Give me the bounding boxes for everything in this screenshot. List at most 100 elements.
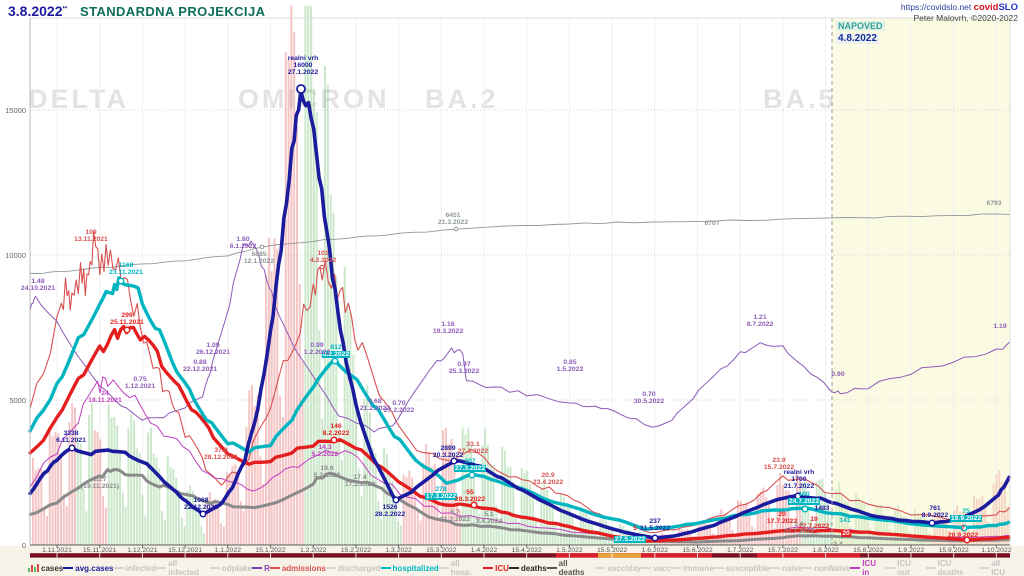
cases-bar [270,271,273,545]
cases-bar [200,526,203,545]
point-marker [468,471,476,479]
cases-bar [759,491,762,545]
cases-bar [711,533,714,545]
cases-bar [43,508,46,545]
cases-bar [45,515,48,545]
cases-bar [939,511,942,545]
legend-item-immune[interactable]: immune [671,564,714,573]
legend-item-naive[interactable]: naive [769,564,802,573]
cases-bar [798,476,801,545]
cases-bar [366,385,369,545]
legend-item-admissions[interactable]: admissions [269,564,326,573]
cases-bar [110,417,113,545]
legend-item-avg-cases[interactable]: avg.cases [63,564,114,573]
cases-bar [748,509,751,545]
cases-bar [433,463,436,545]
cases-bar [90,403,93,545]
cases-bar [397,521,400,545]
cases-bar [31,457,34,545]
watermark-delta: DELTA [28,84,129,114]
series-deaths [28,468,1011,544]
legend-item-vacc[interactable]: vacc [641,564,671,573]
cases-bar [133,420,136,545]
cases-bar [113,417,116,545]
point-marker [330,436,338,444]
cases-bar [343,267,346,545]
legend-swatch [595,567,606,569]
cases-bar [1003,481,1006,545]
legend-item-discharged[interactable]: discharged [325,564,381,573]
point-marker [794,492,802,500]
legend-item-infected[interactable]: infected [113,564,156,573]
cases-bar [354,408,357,545]
cases-bar [324,65,327,545]
cases-bar [192,491,195,545]
point-marker [392,496,400,504]
legend-swatch [63,567,74,569]
cases-bar [509,466,512,545]
legend-label: ICU deaths [937,559,964,576]
cases-bar [217,501,220,545]
cases-bar [484,428,487,545]
cases-bar [405,476,408,545]
cases-bar [394,496,397,545]
legend-item-all-deaths[interactable]: all deaths [546,559,596,576]
cases-bar [517,521,520,545]
cases-bar [340,459,343,545]
legend-item-nonnaive[interactable]: nonNaive [802,564,850,573]
series-hospitalized [28,276,1011,531]
legend-label: all hosp. [450,559,473,576]
legend-item-cases[interactable]: cases [28,564,63,573]
legend-swatch [380,567,391,569]
cases-bar [562,497,565,545]
cases-bar [96,431,99,545]
legend-item-vacc-day[interactable]: vacc/day [595,564,641,573]
cases-bar [557,532,560,545]
cases-bar [933,515,936,545]
cases-bar [175,477,178,545]
cases-bar [447,444,450,545]
point-marker [199,510,207,518]
cases-bar [742,504,745,545]
legend-item-all-infected[interactable]: all infected [156,559,210,576]
legend-item-icu-in[interactable]: ICU in [850,559,885,576]
legend-item-all-icu[interactable]: all ICU [979,559,1016,576]
legend-item-susceptible[interactable]: susceptible [713,564,770,573]
legend-item-icu-deaths[interactable]: ICU deaths [925,559,980,576]
site-url-link[interactable]: https://covidslo.net [900,2,972,12]
cases-bar [245,426,248,545]
legend-item-hospitalized[interactable]: hospitalized [380,564,439,573]
legend-item-deaths[interactable]: deaths [508,564,547,573]
cases-bar [194,504,197,545]
x-axis-label: 15.11.2021 [82,546,117,554]
legend-item-all-hosp-[interactable]: all hosp. [438,559,483,576]
legend-item-icu-out[interactable]: ICU out [885,559,925,576]
cases-bar [304,5,307,546]
author-credit: Peter Malovrh, ©2020-2022 [913,13,1018,23]
point-marker [651,534,659,542]
cases-bar [177,495,180,545]
cases-bar [374,453,377,545]
point-marker [319,264,325,270]
legend-item-r[interactable]: R [252,564,270,573]
cases-bar [79,443,82,545]
cases-bar [211,500,214,545]
legend-item-odplake[interactable]: odplake [209,564,252,573]
cases-bar [728,515,731,545]
cases-bar [720,509,723,545]
cases-bar [222,526,225,545]
cases-bar [293,31,296,546]
cases-bar [708,526,711,545]
cases-bar [34,470,37,545]
cases-bar [54,432,57,545]
legend-item-icu[interactable]: ICU [483,564,509,573]
cases-bar [492,464,495,545]
cases-bar [214,498,217,545]
cases-bar [450,439,453,545]
cases-bar [602,515,605,545]
series-all-deaths [29,213,1010,274]
cases-bar [826,499,829,545]
cases-bar [579,508,582,545]
cases-bar [804,481,807,545]
